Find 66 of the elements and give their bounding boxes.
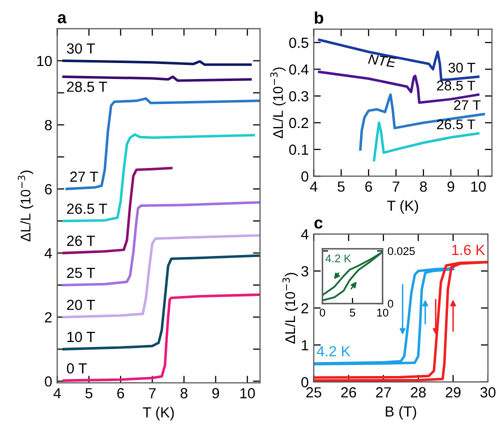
series-label: 30 T <box>66 43 95 54</box>
y-tick-label: 0 <box>301 171 308 182</box>
series-label: 27 T <box>70 172 98 182</box>
series-label: 4.2 K <box>325 254 352 262</box>
x-tick-label: 7 <box>148 388 156 398</box>
series-label: 28.5 T <box>437 80 476 91</box>
y-tick-label: 0.2 <box>289 118 308 128</box>
y-tick-label: 0.5 <box>289 38 308 48</box>
series-label: 20 T <box>67 300 95 310</box>
annotation: NTE <box>368 54 397 68</box>
y-tick-label: 0 <box>44 376 52 387</box>
y-tick-label: 0 <box>301 377 308 388</box>
x-tick-label: 10 <box>471 181 486 192</box>
x-tick-label: 8 <box>180 388 188 398</box>
y-axis-title: ΔL/L (10$^{−3}$) <box>18 170 34 242</box>
x-tick-label: 25 <box>306 387 322 398</box>
x-tick-label: 4 <box>310 182 318 192</box>
series-label: 30 T <box>448 62 476 73</box>
y-tick-label: 4 <box>44 248 52 258</box>
y-axis-title: ΔL/L (10$^{−3}$) <box>282 272 298 344</box>
x-tick-label: 4 <box>54 388 61 398</box>
series-label: 28.5 T <box>67 82 108 92</box>
y-tick-label: 1 <box>302 340 308 350</box>
series-label: 4.2 K <box>316 346 350 356</box>
series-label: 26.5 T <box>67 204 108 214</box>
x-axis-title: T (K) <box>387 200 418 214</box>
x-tick-label: 5 <box>350 308 356 317</box>
x-tick-label: 27 <box>376 387 391 398</box>
x-tick-label: 10 <box>377 308 388 317</box>
x-tick-label: 9 <box>212 388 220 398</box>
x-tick-label: 6 <box>365 181 372 192</box>
x-tick-label: 9 <box>447 181 454 192</box>
y-tick-label: 10 <box>37 56 52 66</box>
x-tick-label: 0 <box>320 308 326 317</box>
y-tick-label: 0.3 <box>289 91 308 102</box>
series-label: 27 T <box>454 100 481 110</box>
x-tick-label: 5 <box>85 388 92 398</box>
y-tick-label: 4 <box>301 229 308 240</box>
series-label: 26.5 T <box>437 119 476 130</box>
x-tick-label: 7 <box>392 182 400 192</box>
y-tick-label: 0.1 <box>289 144 308 155</box>
y-tick-label: 0.4 <box>289 64 308 75</box>
chart-title: c <box>314 220 323 229</box>
x-axis-title: T (K) <box>142 406 174 420</box>
x-tick-label: 8 <box>420 181 427 192</box>
x-tick-label: 29 <box>446 387 461 398</box>
series-label: 26 T <box>67 236 95 246</box>
x-tick-label: 26 <box>341 387 356 398</box>
y-tick-label: 3 <box>301 266 308 276</box>
y-tick-label: 0.025 <box>388 247 415 256</box>
y-axis-title: ΔL/L (10$^{−3}$) <box>270 68 286 138</box>
y-tick-label: 8 <box>44 120 52 130</box>
series-label: 25 T <box>67 268 95 278</box>
x-tick-label: 30 <box>480 387 496 398</box>
chart-title: a <box>58 14 67 24</box>
chart-title: b <box>314 12 324 24</box>
x-tick-label: 28 <box>410 387 426 398</box>
series-label: 0 T <box>66 363 87 374</box>
x-tick-label: 6 <box>117 388 124 398</box>
y-tick-label: 2 <box>302 303 308 314</box>
x-tick-label: 10 <box>240 388 255 398</box>
series-label: 10 T <box>67 332 95 342</box>
x-axis-title: B (T) <box>386 406 416 420</box>
x-tick-label: 5 <box>338 182 345 192</box>
series-label: 1.6 K <box>452 244 486 256</box>
y-tick-label: 2 <box>44 312 52 322</box>
